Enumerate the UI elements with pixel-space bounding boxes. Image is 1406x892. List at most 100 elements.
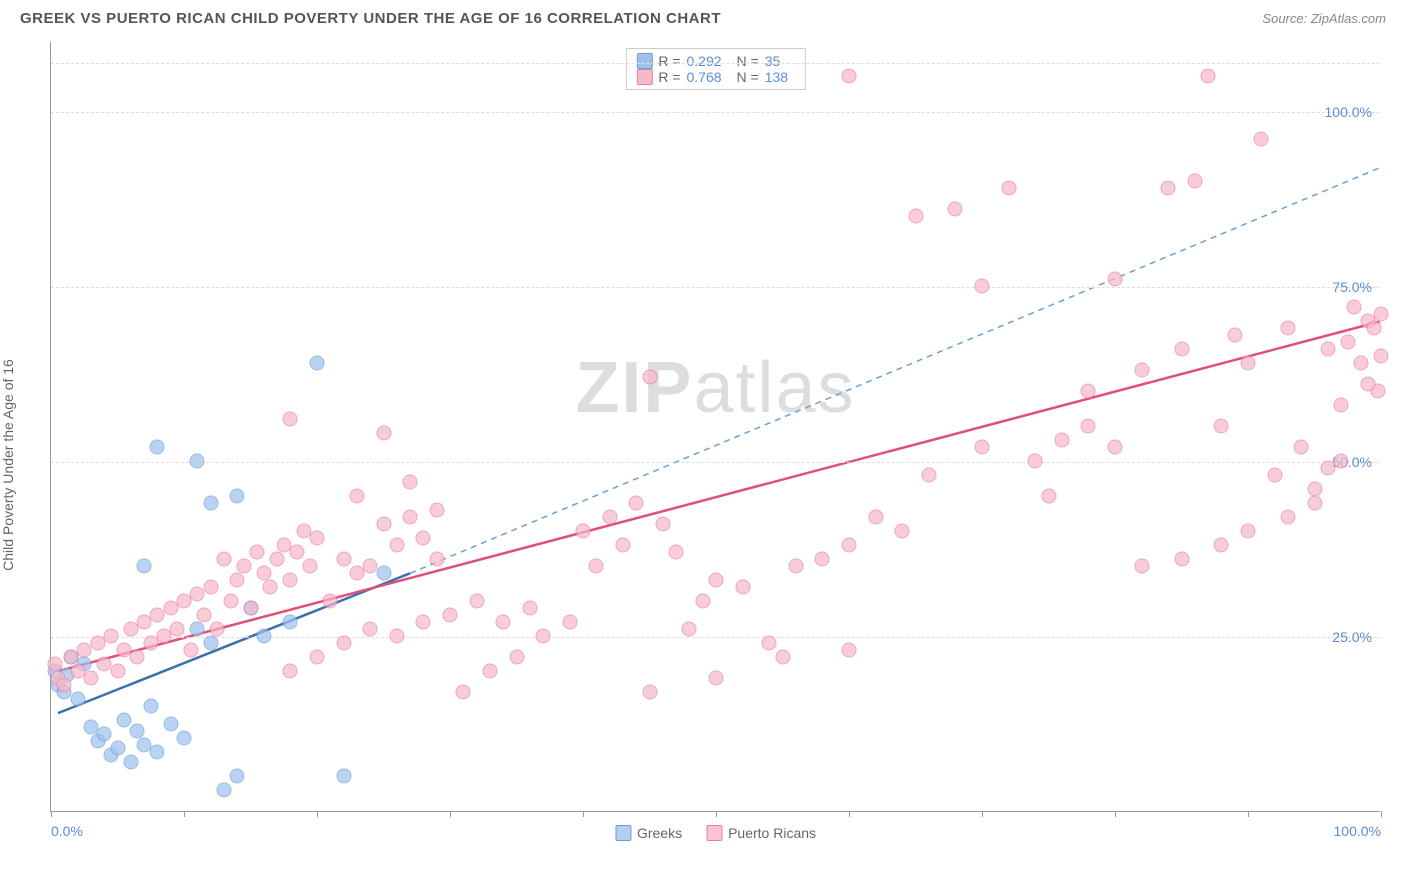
scatter-point <box>1374 307 1389 322</box>
scatter-point <box>655 517 670 532</box>
x-tick-label: 100.0% <box>1334 823 1381 839</box>
chart-title: GREEK VS PUERTO RICAN CHILD POVERTY UNDE… <box>20 10 721 27</box>
scatter-point <box>589 559 604 574</box>
x-tick <box>583 811 584 817</box>
chart-container: Child Poverty Under the Age of 16 ZIPatl… <box>0 32 1406 882</box>
scatter-point <box>363 559 378 574</box>
scatter-point <box>1041 489 1056 504</box>
scatter-point <box>1134 559 1149 574</box>
scatter-point <box>1161 181 1176 196</box>
r-value: 0.292 <box>687 53 731 69</box>
scatter-point <box>97 727 112 742</box>
scatter-point <box>263 580 278 595</box>
scatter-point <box>230 573 245 588</box>
scatter-point <box>1187 174 1202 189</box>
scatter-point <box>323 594 338 609</box>
scatter-point <box>203 636 218 651</box>
scatter-point <box>1254 132 1269 147</box>
scatter-point <box>403 510 418 525</box>
scatter-point <box>562 615 577 630</box>
scatter-point <box>1028 454 1043 469</box>
scatter-point <box>57 678 72 693</box>
scatter-point <box>1360 377 1375 392</box>
scatter-point <box>1108 440 1123 455</box>
scatter-point <box>921 468 936 483</box>
scatter-point <box>948 202 963 217</box>
scatter-point <box>629 496 644 511</box>
stat-label: R = <box>658 69 680 85</box>
x-tick <box>184 811 185 817</box>
scatter-point <box>895 524 910 539</box>
scatter-point <box>196 608 211 623</box>
scatter-point <box>310 650 325 665</box>
correlation-row: R =0.768N =138 <box>636 69 794 85</box>
scatter-point <box>775 650 790 665</box>
scatter-point <box>389 629 404 644</box>
source-link[interactable]: ZipAtlas.com <box>1311 11 1386 26</box>
scatter-point <box>615 538 630 553</box>
legend-item: Puerto Ricans <box>706 825 816 841</box>
scatter-point <box>349 489 364 504</box>
y-axis-label: Child Poverty Under the Age of 16 <box>0 359 16 571</box>
scatter-point <box>975 279 990 294</box>
scatter-point <box>310 531 325 546</box>
scatter-point <box>143 699 158 714</box>
x-tick <box>982 811 983 817</box>
x-tick-label: 0.0% <box>51 823 83 839</box>
scatter-point <box>536 629 551 644</box>
scatter-point <box>303 559 318 574</box>
watermark: ZIPatlas <box>575 347 855 429</box>
scatter-point <box>243 601 258 616</box>
scatter-point <box>975 440 990 455</box>
scatter-point <box>1334 398 1349 413</box>
scatter-point <box>1241 524 1256 539</box>
trend-line <box>58 322 1380 672</box>
legend-swatch <box>615 825 631 841</box>
scatter-point <box>256 566 271 581</box>
scatter-point <box>336 769 351 784</box>
scatter-point <box>842 538 857 553</box>
scatter-point <box>1214 419 1229 434</box>
scatter-point <box>735 580 750 595</box>
scatter-point <box>283 412 298 427</box>
scatter-point <box>1174 552 1189 567</box>
scatter-point <box>1294 440 1309 455</box>
scatter-point <box>709 573 724 588</box>
scatter-point <box>482 664 497 679</box>
scatter-point <box>642 685 657 700</box>
scatter-point <box>110 664 125 679</box>
x-tick <box>849 811 850 817</box>
scatter-point <box>788 559 803 574</box>
scatter-point <box>522 601 537 616</box>
legend-label: Puerto Ricans <box>728 825 816 841</box>
scatter-point <box>695 594 710 609</box>
scatter-point <box>70 692 85 707</box>
scatter-point <box>1340 335 1355 350</box>
scatter-point <box>1134 363 1149 378</box>
scatter-point <box>150 744 165 759</box>
x-tick <box>1381 811 1382 817</box>
scatter-point <box>363 622 378 637</box>
scatter-point <box>602 510 617 525</box>
scatter-point <box>1201 69 1216 84</box>
trend-lines-layer <box>51 42 1380 811</box>
legend-item: Greeks <box>615 825 682 841</box>
scatter-point <box>709 671 724 686</box>
scatter-point <box>1108 272 1123 287</box>
scatter-point <box>203 580 218 595</box>
scatter-point <box>283 664 298 679</box>
y-tick-label: 100.0% <box>1325 104 1372 120</box>
scatter-point <box>469 594 484 609</box>
scatter-point <box>443 608 458 623</box>
x-tick <box>51 811 52 817</box>
gridline-h <box>51 287 1380 288</box>
scatter-point <box>682 622 697 637</box>
x-tick <box>317 811 318 817</box>
scatter-point <box>1280 321 1295 336</box>
watermark-rest: atlas <box>693 348 855 428</box>
source-label: Source: <box>1262 11 1307 26</box>
gridline-h <box>51 63 1380 64</box>
gridline-h <box>51 637 1380 638</box>
legend-swatch <box>636 53 652 69</box>
scatter-point <box>1001 181 1016 196</box>
